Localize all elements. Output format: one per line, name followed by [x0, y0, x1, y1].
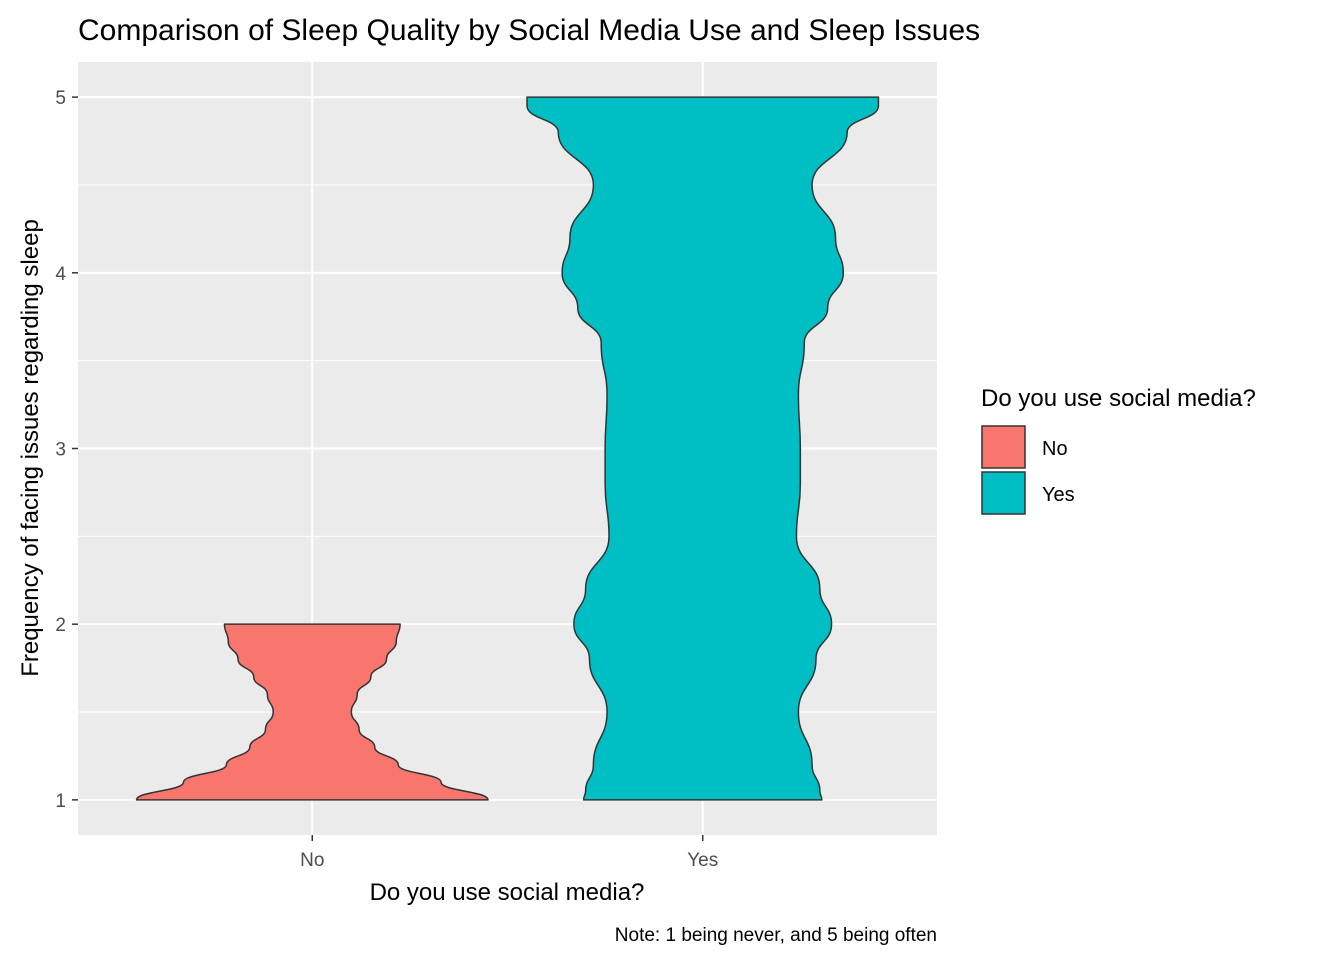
y-axis-title: Frequency of facing issues regarding sle…	[17, 219, 44, 677]
legend: Do you use social media? No Yes	[981, 385, 1256, 515]
violin-yes	[526, 96, 880, 801]
chart-caption: Note: 1 being never, and 5 being often	[615, 925, 937, 946]
legend-label-no: No	[1042, 438, 1068, 460]
x-axis-title: Do you use social media?	[370, 879, 645, 906]
y-tick-label: 5	[55, 88, 66, 109]
legend-key-no	[981, 425, 1026, 469]
violin-no	[135, 623, 489, 801]
y-tick-label: 4	[55, 264, 66, 285]
chart-title: Comparison of Sleep Quality by Social Me…	[78, 14, 980, 47]
y-axis: 1 2 3 4 5	[55, 88, 78, 812]
x-tick-label-yes: Yes	[687, 850, 718, 871]
legend-title: Do you use social media?	[981, 385, 1256, 412]
x-axis: No Yes	[300, 835, 718, 871]
x-tick-label-no: No	[300, 850, 324, 871]
y-tick-label: 1	[55, 791, 66, 812]
y-tick-label: 2	[55, 615, 66, 636]
violins	[135, 96, 880, 801]
y-tick-label: 3	[55, 440, 66, 461]
legend-key-yes	[981, 471, 1026, 515]
legend-label-yes: Yes	[1042, 484, 1075, 506]
